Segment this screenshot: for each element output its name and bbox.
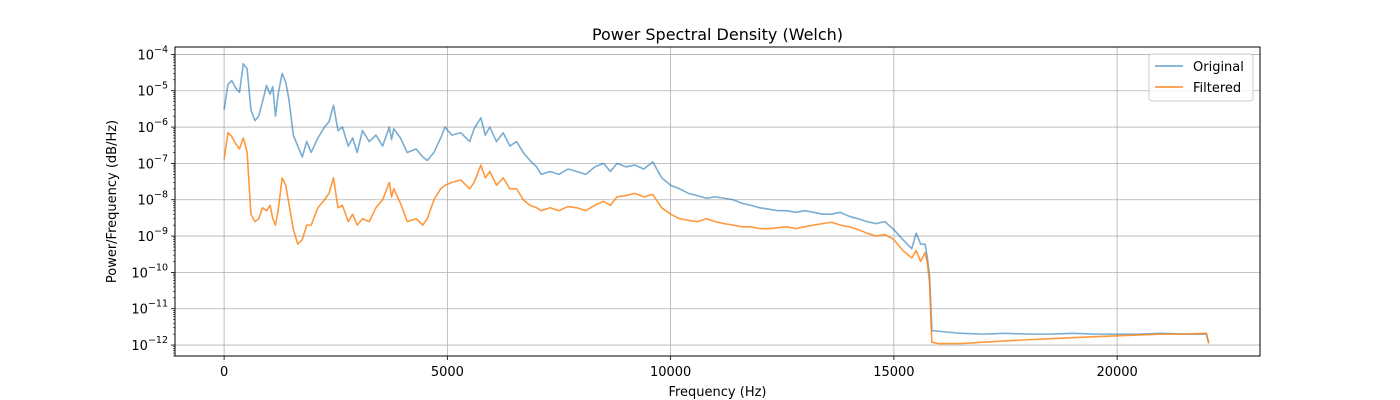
legend-label-filtered: Filtered bbox=[1193, 81, 1241, 96]
series-line-original bbox=[223, 63, 1210, 343]
y-axis-label: Power/Frequency (dB/Hz) bbox=[105, 120, 120, 283]
x-tick-label: 5000 bbox=[431, 365, 464, 380]
y-tick-label: 10−5 bbox=[137, 81, 168, 100]
x-tick-label: 0 bbox=[220, 365, 228, 380]
legend: Original Filtered bbox=[1148, 53, 1254, 102]
legend-label-original: Original bbox=[1193, 60, 1244, 75]
y-tick-label: 10−4 bbox=[137, 44, 168, 63]
y-tick-label: 10−10 bbox=[131, 262, 168, 281]
series-line-filtered bbox=[223, 131, 1210, 345]
x-axis-label: Frequency (Hz) bbox=[668, 385, 766, 400]
y-tick-label: 10−7 bbox=[137, 153, 168, 172]
x-axis-ticks: 0 5000 10000 15000 20000 bbox=[220, 356, 1138, 380]
x-tick-label: 15000 bbox=[873, 365, 914, 380]
y-tick-label: 10−6 bbox=[137, 117, 168, 136]
x-tick-label: 20000 bbox=[1096, 365, 1137, 380]
x-tick-label: 10000 bbox=[650, 365, 691, 380]
chart-title: Power Spectral Density (Welch) bbox=[592, 25, 843, 44]
grid-lines bbox=[175, 47, 1260, 356]
y-tick-label: 10−8 bbox=[137, 190, 168, 209]
y-tick-label: 10−12 bbox=[131, 335, 168, 354]
y-tick-label: 10−11 bbox=[131, 299, 168, 318]
y-axis-ticks: 10−12 10−11 10−10 10−9 10−8 10−7 10−6 10−5 10−4 bbox=[131, 44, 175, 357]
y-tick-label: 10−9 bbox=[137, 226, 168, 245]
series-lines bbox=[223, 63, 1210, 345]
